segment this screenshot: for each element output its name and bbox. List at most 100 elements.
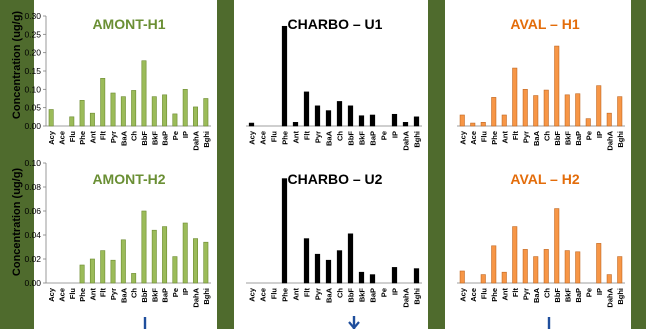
bar-flu [69, 116, 75, 127]
bar-flt [100, 250, 106, 284]
x-tick-label: BbF [140, 131, 149, 146]
bar-bbf [141, 60, 147, 127]
bar-ip [391, 267, 398, 284]
x-tick-label: BaP [369, 131, 378, 146]
bar-flu [480, 122, 486, 127]
panel-title: AVAL – H1 [510, 16, 579, 32]
x-tick-label: Ch [130, 131, 139, 141]
x-tick-label: Pe [584, 131, 593, 140]
bar-daha [193, 106, 198, 127]
bar-pyr [110, 259, 116, 284]
bar-pe [172, 256, 178, 284]
bar-flt [303, 91, 310, 127]
x-tick-label: BaP [161, 288, 170, 303]
bar-baa [120, 239, 126, 284]
x-tick-label: Pe [171, 131, 180, 140]
bar-ch [131, 90, 137, 127]
x-tick-label: BkF [563, 288, 572, 303]
x-tick-label: Pe [584, 288, 593, 297]
flow-arrow [348, 316, 360, 329]
x-tick-label: BkF [563, 131, 572, 146]
bar-bghi [203, 98, 209, 127]
y-tick-label: 0.30 [24, 11, 41, 21]
panel-background [34, 0, 217, 165]
x-tick-label: Acy [458, 130, 467, 145]
x-tick-label: Acy [47, 287, 56, 302]
bar-ch [336, 101, 343, 127]
bar-pe [172, 113, 178, 127]
x-tick-label: BaP [574, 131, 583, 146]
panel-background [445, 157, 631, 329]
x-tick-label: Ace [469, 288, 478, 302]
bar-ch [336, 250, 343, 284]
x-tick-label: DahA [402, 287, 411, 307]
y-tick-label: 0.02 [24, 254, 41, 264]
x-tick-label: Pyr [109, 131, 118, 143]
x-tick-label: BaP [574, 288, 583, 303]
bar-bbf [141, 210, 147, 284]
x-tick-label: Acy [248, 287, 257, 302]
x-tick-label: BbF [553, 288, 562, 303]
bar-phe [281, 178, 288, 284]
y-tick-label: 0.10 [24, 84, 41, 94]
bar-flu [480, 274, 486, 284]
bar-bap [369, 274, 376, 284]
x-tick-label: Ace [57, 288, 66, 302]
chart-panel-5: CHARBO – U2 Acy Ace Flu Phe Ant Flt Pyr BaA Ch BbF… [234, 157, 428, 329]
bar-ip [182, 89, 188, 127]
bar-ip [182, 222, 188, 284]
panel-background [234, 157, 428, 329]
y-tick-label: 0.10 [24, 158, 41, 168]
bar-ant [89, 112, 95, 127]
x-tick-label: BaA [119, 287, 128, 303]
bar-flt [303, 238, 310, 284]
x-tick-label: Flt [511, 131, 520, 141]
bar-bap [575, 251, 581, 284]
x-tick-label: Flu [479, 288, 488, 300]
x-tick-label: Ch [336, 131, 345, 141]
chart-panel-6: AVAL – H2 Acy Ace Flu Phe Ant Flt Pyr BaA Ch BbF Bk… [445, 157, 631, 329]
bar-bghi [413, 268, 420, 284]
x-tick-label: BbF [553, 131, 562, 146]
x-tick-label: IP [391, 288, 400, 295]
bar-ch [131, 273, 137, 284]
x-tick-label: DahA [192, 287, 201, 307]
x-tick-label: Ant [500, 288, 509, 301]
bar-daha [606, 274, 612, 284]
bar-flt [100, 78, 106, 127]
x-tick-label: IP [595, 288, 604, 295]
x-tick-label: BaP [161, 131, 170, 146]
bar-ch [543, 249, 549, 284]
x-tick-label: BkF [150, 288, 159, 303]
bar-daha [606, 112, 612, 127]
bar-ip [391, 113, 398, 127]
chart-panel-3: AVAL – H1 Acy Ace Flu Phe Ant Flt Pyr BaA Ch BbF Bk… [445, 0, 631, 165]
x-tick-label: Phe [281, 288, 290, 302]
x-tick-label: Acy [248, 130, 257, 145]
x-tick-label: Ch [542, 288, 551, 298]
x-tick-label: BaP [369, 288, 378, 303]
x-tick-label: Bghi [202, 131, 211, 148]
x-tick-label: Flt [99, 131, 108, 141]
bar-phe [491, 97, 497, 127]
x-tick-label: Ace [259, 288, 268, 302]
bar-ip [596, 243, 602, 284]
x-tick-label: BkF [358, 131, 367, 146]
x-tick-label: DahA [605, 130, 614, 150]
bar-bbf [554, 208, 560, 284]
bar-ant [501, 114, 507, 127]
x-tick-label: Flu [270, 131, 279, 143]
bar-bkf [358, 271, 365, 284]
x-tick-label: Flu [270, 288, 279, 300]
panel-title: AMONT-H1 [92, 16, 165, 32]
x-tick-label: Acy [47, 130, 56, 145]
bar-ch [543, 89, 549, 127]
bar-baa [533, 95, 539, 127]
panel-background [234, 0, 428, 165]
panel-title: CHARBO – U2 [288, 171, 383, 187]
x-tick-label: DahA [192, 130, 201, 150]
x-tick-label: Phe [78, 288, 87, 302]
x-tick-label: Pe [380, 288, 389, 297]
x-tick-label: Pyr [109, 288, 118, 300]
